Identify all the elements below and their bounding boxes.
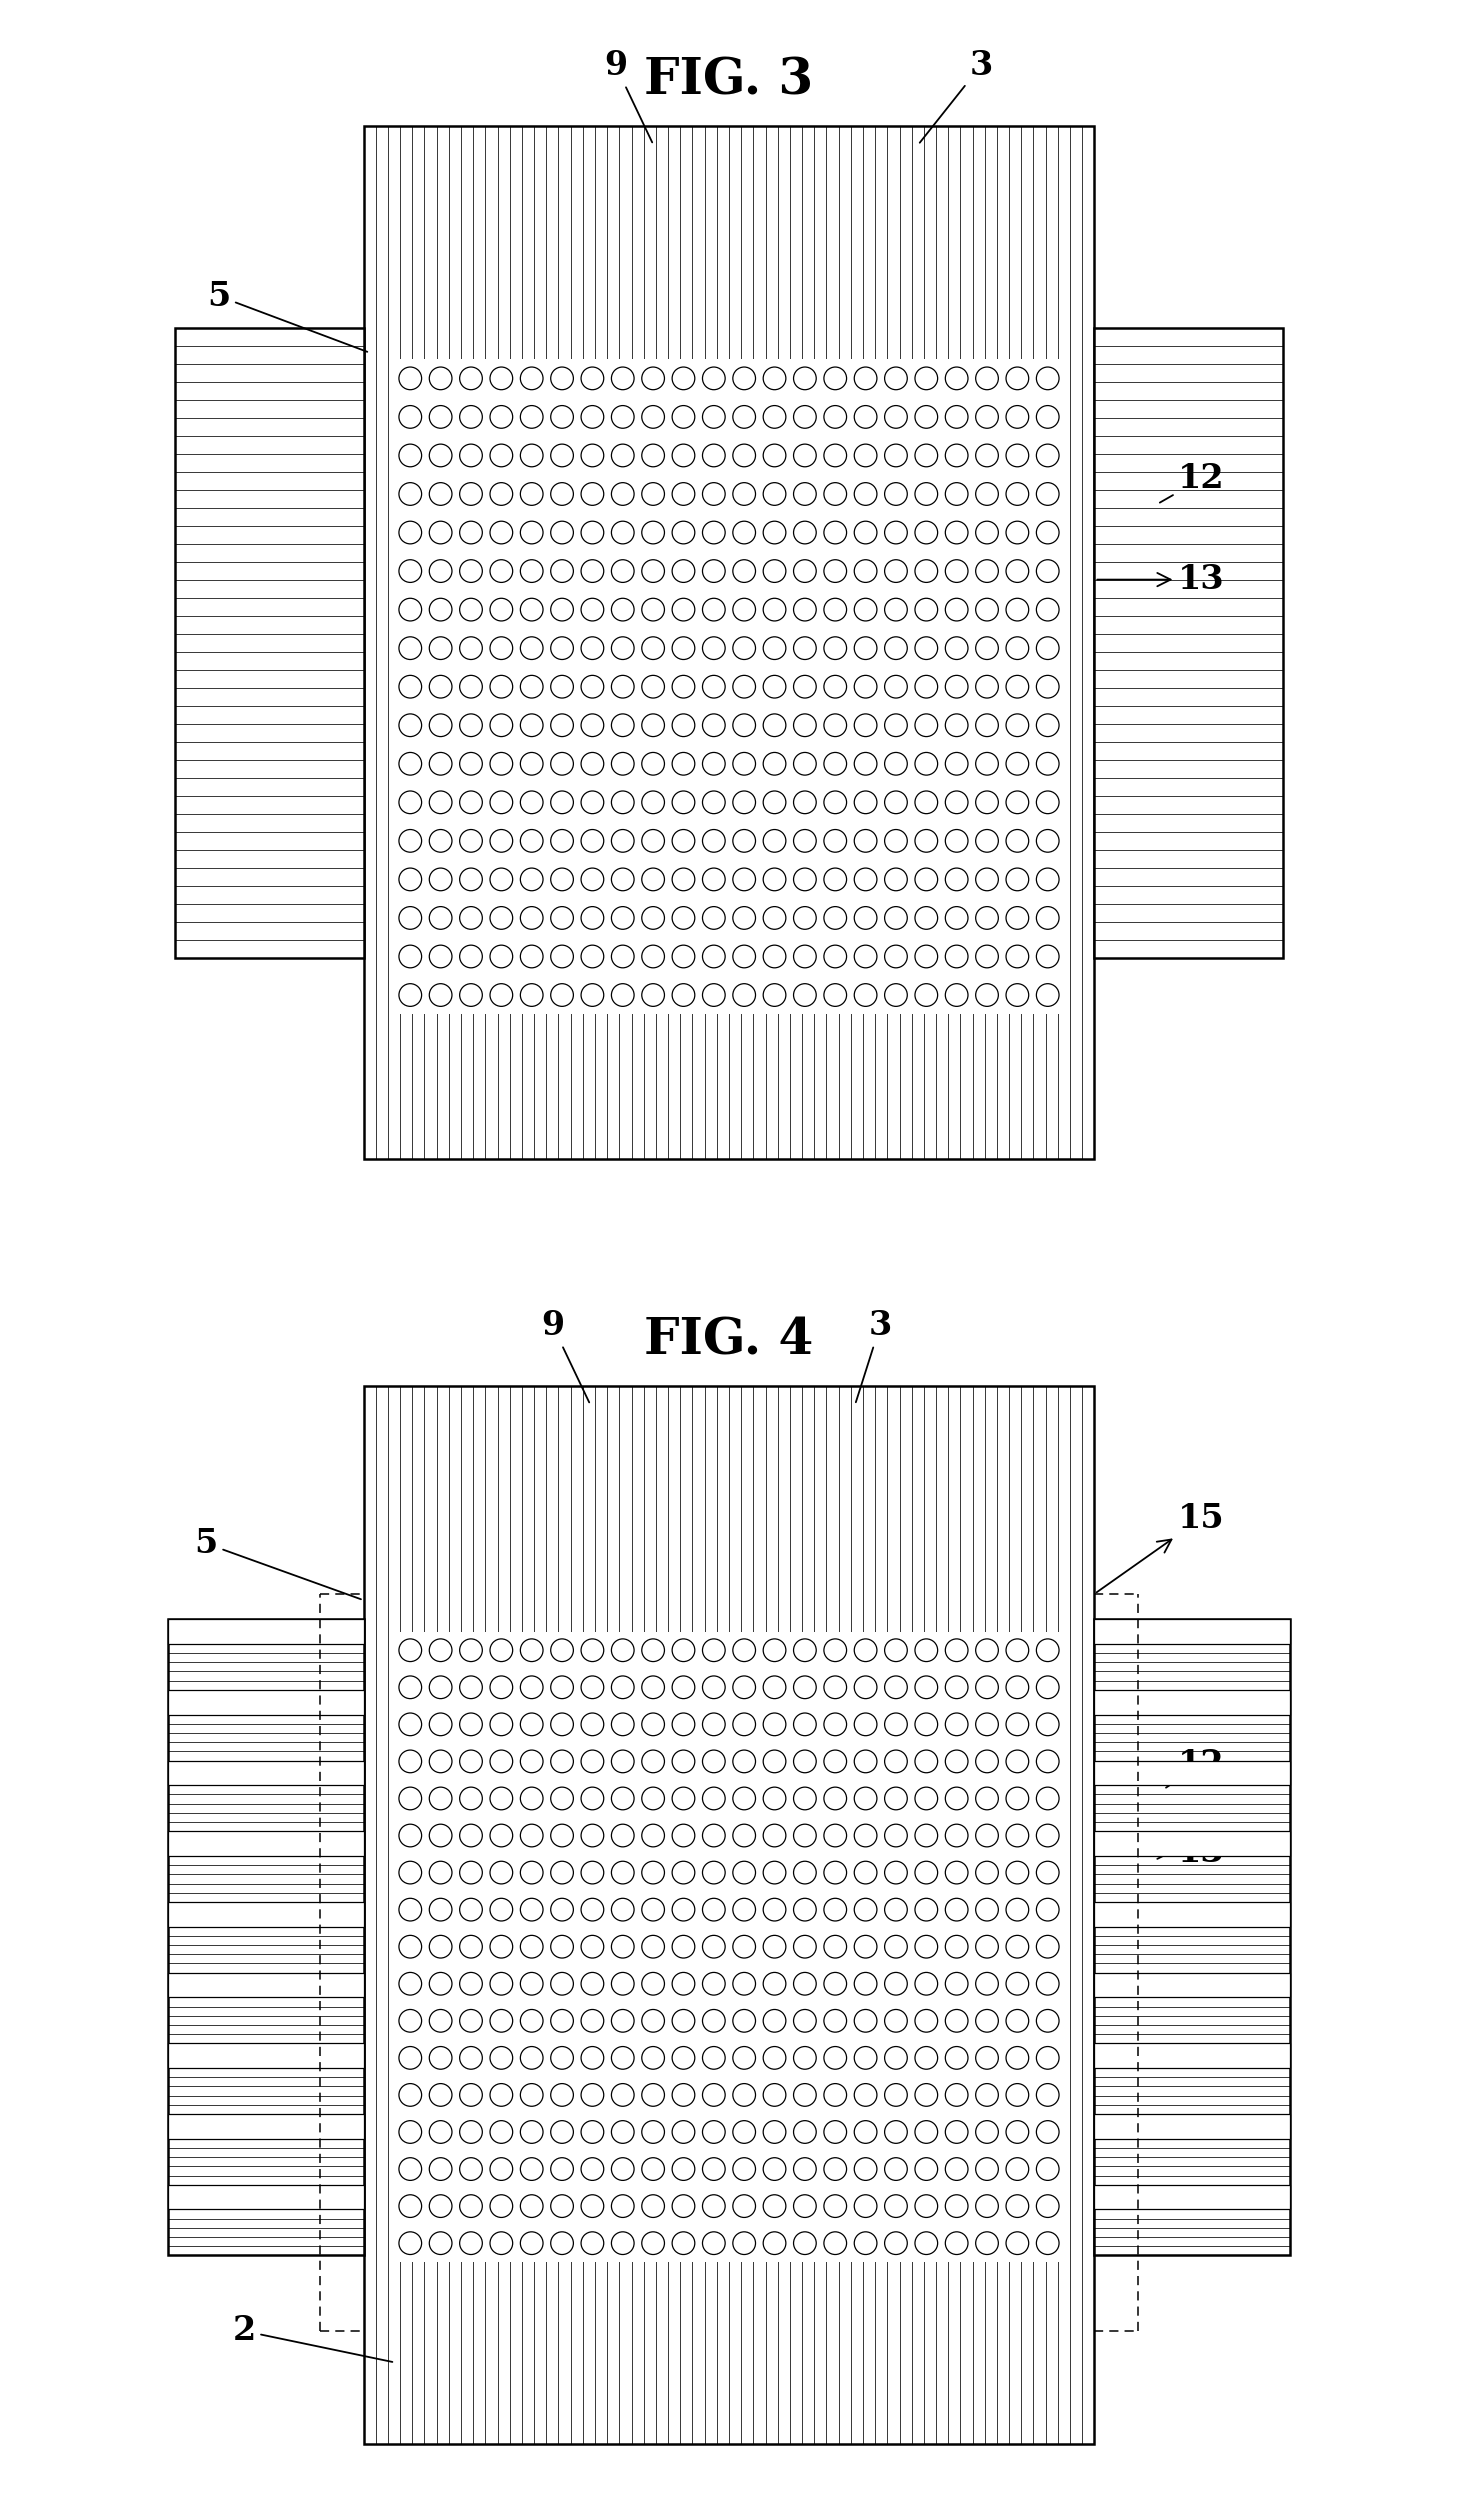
Bar <box>168 2114 363 2139</box>
Bar <box>1095 1761 1290 1784</box>
Text: 13: 13 <box>1098 562 1225 597</box>
Bar <box>395 1633 1063 2263</box>
Bar <box>1095 1618 1290 2255</box>
Text: 12: 12 <box>1159 461 1225 501</box>
Bar <box>1095 1691 1290 1714</box>
Text: 2: 2 <box>232 2313 392 2361</box>
Bar <box>1095 2044 1290 2069</box>
Text: 5: 5 <box>207 280 367 353</box>
Text: 12: 12 <box>1166 1746 1225 1787</box>
Bar <box>168 1832 363 1855</box>
Text: FIG. 3: FIG. 3 <box>644 55 814 106</box>
Text: 3: 3 <box>920 48 993 144</box>
Text: FIG. 4: FIG. 4 <box>644 1315 814 1366</box>
Text: 9: 9 <box>604 48 652 144</box>
Bar <box>363 126 1095 1159</box>
Bar <box>168 1761 363 1784</box>
Bar <box>168 1973 363 1998</box>
Bar <box>168 1618 363 1643</box>
Bar <box>1095 2114 1290 2139</box>
Text: 3: 3 <box>856 1308 892 1401</box>
Bar <box>1095 1832 1290 1855</box>
Bar <box>1095 1973 1290 1998</box>
Bar <box>395 358 1063 1013</box>
Bar <box>363 1386 1095 2444</box>
Bar <box>175 328 363 958</box>
Bar <box>1095 2185 1290 2210</box>
Text: 13: 13 <box>1098 1835 1225 1870</box>
Bar <box>168 1618 363 2255</box>
Bar <box>1095 1903 1290 1928</box>
Text: 9: 9 <box>541 1308 589 1404</box>
Bar <box>168 2185 363 2210</box>
Bar <box>168 1903 363 1928</box>
Bar <box>168 1691 363 1714</box>
Text: 5: 5 <box>194 1527 362 1600</box>
Bar <box>1095 1618 1290 1643</box>
Bar <box>168 2044 363 2069</box>
Text: 15: 15 <box>1096 1502 1225 1593</box>
Bar <box>1095 328 1283 958</box>
